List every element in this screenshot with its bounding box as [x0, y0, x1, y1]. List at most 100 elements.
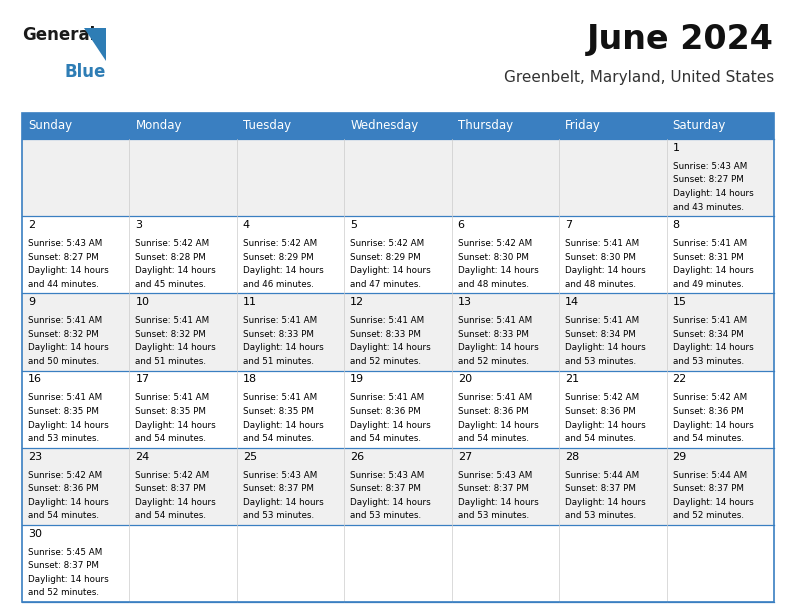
- Text: Sunset: 8:36 PM: Sunset: 8:36 PM: [672, 407, 744, 416]
- Text: 9: 9: [28, 297, 35, 307]
- Text: Sunrise: 5:42 AM: Sunrise: 5:42 AM: [565, 394, 639, 403]
- Text: Daylight: 14 hours: Daylight: 14 hours: [672, 498, 753, 507]
- Text: Sunrise: 5:41 AM: Sunrise: 5:41 AM: [243, 316, 317, 326]
- Text: Sunset: 8:27 PM: Sunset: 8:27 PM: [672, 176, 744, 184]
- Text: Sunset: 8:37 PM: Sunset: 8:37 PM: [672, 484, 744, 493]
- Text: Sunset: 8:29 PM: Sunset: 8:29 PM: [350, 253, 421, 262]
- Text: Daylight: 14 hours: Daylight: 14 hours: [672, 420, 753, 430]
- Text: and 53 minutes.: and 53 minutes.: [243, 511, 314, 520]
- Text: and 54 minutes.: and 54 minutes.: [350, 434, 421, 443]
- Text: and 51 minutes.: and 51 minutes.: [243, 357, 314, 366]
- Text: 29: 29: [672, 452, 687, 461]
- Bar: [22, 139, 774, 216]
- Text: 22: 22: [672, 375, 687, 384]
- Text: Daylight: 14 hours: Daylight: 14 hours: [458, 343, 539, 353]
- Text: Daylight: 14 hours: Daylight: 14 hours: [28, 498, 109, 507]
- Text: 26: 26: [350, 452, 364, 461]
- Text: Daylight: 14 hours: Daylight: 14 hours: [28, 266, 109, 275]
- Text: and 54 minutes.: and 54 minutes.: [672, 434, 744, 443]
- Text: Sunrise: 5:41 AM: Sunrise: 5:41 AM: [672, 239, 747, 248]
- Text: and 44 minutes.: and 44 minutes.: [28, 280, 99, 289]
- Text: Sunrise: 5:45 AM: Sunrise: 5:45 AM: [28, 548, 102, 557]
- Text: Sunday: Sunday: [28, 119, 72, 133]
- Text: Blue: Blue: [64, 63, 105, 81]
- Text: Sunset: 8:37 PM: Sunset: 8:37 PM: [565, 484, 636, 493]
- Text: 3: 3: [135, 220, 143, 230]
- Text: Sunset: 8:37 PM: Sunset: 8:37 PM: [350, 484, 421, 493]
- Text: and 52 minutes.: and 52 minutes.: [672, 511, 744, 520]
- Text: and 52 minutes.: and 52 minutes.: [350, 357, 421, 366]
- Text: Daylight: 14 hours: Daylight: 14 hours: [135, 266, 216, 275]
- Text: Greenbelt, Maryland, United States: Greenbelt, Maryland, United States: [504, 70, 774, 85]
- Text: Sunrise: 5:43 AM: Sunrise: 5:43 AM: [672, 162, 747, 171]
- Text: Sunrise: 5:41 AM: Sunrise: 5:41 AM: [28, 316, 102, 326]
- Text: Daylight: 14 hours: Daylight: 14 hours: [565, 498, 646, 507]
- Text: 15: 15: [672, 297, 687, 307]
- Text: 4: 4: [243, 220, 250, 230]
- Text: Daylight: 14 hours: Daylight: 14 hours: [565, 266, 646, 275]
- Text: Sunset: 8:35 PM: Sunset: 8:35 PM: [28, 407, 99, 416]
- Text: and 54 minutes.: and 54 minutes.: [135, 434, 207, 443]
- Text: Daylight: 14 hours: Daylight: 14 hours: [458, 266, 539, 275]
- Text: Sunrise: 5:42 AM: Sunrise: 5:42 AM: [243, 239, 317, 248]
- Text: and 50 minutes.: and 50 minutes.: [28, 357, 99, 366]
- Bar: [22, 525, 774, 602]
- Text: Sunset: 8:29 PM: Sunset: 8:29 PM: [243, 253, 314, 262]
- Text: Daylight: 14 hours: Daylight: 14 hours: [565, 343, 646, 353]
- Text: Monday: Monday: [135, 119, 182, 133]
- Text: Daylight: 14 hours: Daylight: 14 hours: [672, 343, 753, 353]
- Text: Daylight: 14 hours: Daylight: 14 hours: [135, 420, 216, 430]
- Polygon shape: [83, 28, 105, 61]
- Text: 18: 18: [243, 375, 257, 384]
- Text: 27: 27: [458, 452, 472, 461]
- Text: Sunset: 8:27 PM: Sunset: 8:27 PM: [28, 253, 99, 262]
- Text: Daylight: 14 hours: Daylight: 14 hours: [243, 498, 324, 507]
- Text: Daylight: 14 hours: Daylight: 14 hours: [243, 266, 324, 275]
- Text: 11: 11: [243, 297, 257, 307]
- Text: Sunset: 8:35 PM: Sunset: 8:35 PM: [243, 407, 314, 416]
- Text: Daylight: 14 hours: Daylight: 14 hours: [135, 343, 216, 353]
- Text: Daylight: 14 hours: Daylight: 14 hours: [135, 498, 216, 507]
- Text: Sunrise: 5:42 AM: Sunrise: 5:42 AM: [458, 239, 532, 248]
- Text: Daylight: 14 hours: Daylight: 14 hours: [565, 420, 646, 430]
- Text: Sunrise: 5:44 AM: Sunrise: 5:44 AM: [672, 471, 747, 480]
- Text: Sunset: 8:30 PM: Sunset: 8:30 PM: [458, 253, 528, 262]
- Text: Sunrise: 5:42 AM: Sunrise: 5:42 AM: [350, 239, 425, 248]
- Text: Sunrise: 5:41 AM: Sunrise: 5:41 AM: [565, 239, 639, 248]
- Text: 7: 7: [565, 220, 573, 230]
- Text: 6: 6: [458, 220, 465, 230]
- Text: Sunset: 8:34 PM: Sunset: 8:34 PM: [565, 330, 636, 339]
- Text: and 53 minutes.: and 53 minutes.: [672, 357, 744, 366]
- Text: 21: 21: [565, 375, 579, 384]
- Text: and 45 minutes.: and 45 minutes.: [135, 280, 207, 289]
- Text: and 54 minutes.: and 54 minutes.: [243, 434, 314, 443]
- Text: Sunset: 8:37 PM: Sunset: 8:37 PM: [28, 561, 99, 570]
- Text: 1: 1: [672, 143, 680, 153]
- Bar: [22, 370, 774, 447]
- Text: Sunrise: 5:43 AM: Sunrise: 5:43 AM: [243, 471, 317, 480]
- Text: 25: 25: [243, 452, 257, 461]
- Text: 5: 5: [350, 220, 357, 230]
- Text: Sunrise: 5:43 AM: Sunrise: 5:43 AM: [350, 471, 425, 480]
- Text: Sunset: 8:33 PM: Sunset: 8:33 PM: [350, 330, 421, 339]
- Text: Sunset: 8:37 PM: Sunset: 8:37 PM: [458, 484, 528, 493]
- Text: Thursday: Thursday: [458, 119, 513, 133]
- Text: Sunset: 8:35 PM: Sunset: 8:35 PM: [135, 407, 206, 416]
- Text: Daylight: 14 hours: Daylight: 14 hours: [350, 266, 431, 275]
- Text: Saturday: Saturday: [672, 119, 726, 133]
- Text: Sunset: 8:33 PM: Sunset: 8:33 PM: [243, 330, 314, 339]
- Text: Sunset: 8:37 PM: Sunset: 8:37 PM: [243, 484, 314, 493]
- Text: and 51 minutes.: and 51 minutes.: [135, 357, 207, 366]
- Bar: [22, 293, 774, 370]
- Text: 10: 10: [135, 297, 150, 307]
- Text: Sunrise: 5:41 AM: Sunrise: 5:41 AM: [565, 316, 639, 326]
- Text: and 53 minutes.: and 53 minutes.: [565, 511, 636, 520]
- Text: and 53 minutes.: and 53 minutes.: [350, 511, 421, 520]
- Text: Sunset: 8:30 PM: Sunset: 8:30 PM: [565, 253, 636, 262]
- Bar: [22, 447, 774, 525]
- Text: Daylight: 14 hours: Daylight: 14 hours: [243, 343, 324, 353]
- Text: Daylight: 14 hours: Daylight: 14 hours: [28, 420, 109, 430]
- Text: Sunset: 8:34 PM: Sunset: 8:34 PM: [672, 330, 744, 339]
- Text: Sunrise: 5:42 AM: Sunrise: 5:42 AM: [135, 471, 210, 480]
- Bar: [22, 113, 774, 139]
